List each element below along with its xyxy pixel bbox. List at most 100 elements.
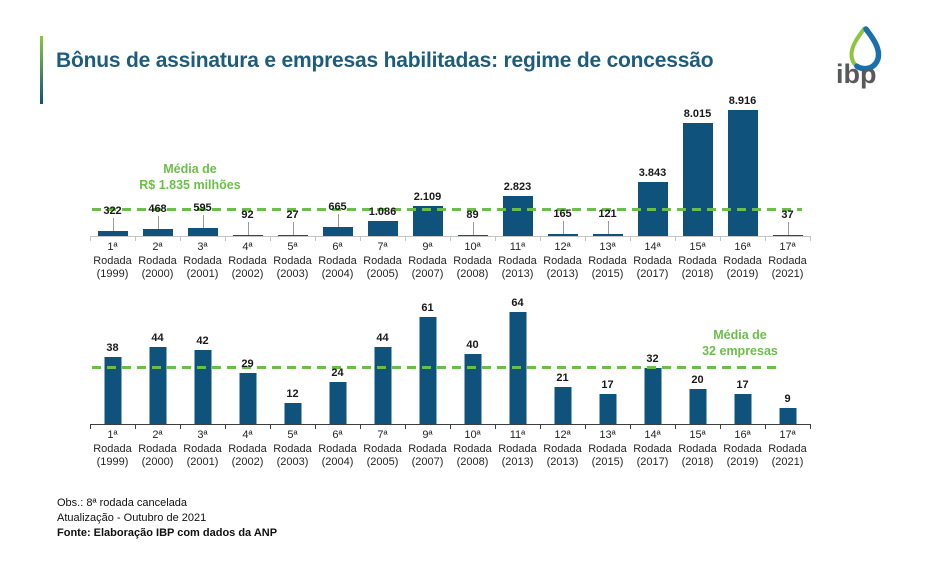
- axis-category-line: Rodada: [138, 254, 177, 267]
- axis-category-label: 15ª Rodada (2018): [675, 241, 720, 282]
- axis-category-line: 14ª: [644, 241, 661, 253]
- axis-category-line: Rodada: [183, 442, 222, 455]
- axis-category-line: 12ª: [554, 429, 571, 441]
- bar: [232, 235, 263, 236]
- bar: [412, 206, 443, 236]
- label-callout-line: [562, 221, 564, 234]
- axis-category-line: Rodada: [93, 442, 132, 455]
- axis-category-line: (2013): [546, 456, 579, 468]
- axis-category-line: (2003): [276, 268, 309, 280]
- axis-category-label: 3ª Rodada (2001): [180, 241, 225, 282]
- bar: [142, 229, 173, 236]
- axis-category-line: (2013): [501, 456, 534, 468]
- axis-category-line: (2002): [231, 456, 264, 468]
- bar-cell: 121: [585, 96, 630, 236]
- bar: [419, 317, 436, 424]
- bar: [284, 403, 301, 424]
- axis-category-line: Rodada: [93, 254, 132, 267]
- axis-category-line: (2013): [546, 268, 579, 280]
- axis-category-line: 5ª: [287, 429, 298, 441]
- footer-notes: Obs.: 8ª rodada cancelada Atualização - …: [57, 496, 277, 541]
- axis-category-line: 11ª: [509, 429, 526, 441]
- bar: [194, 350, 211, 424]
- axis-category-line: 9ª: [422, 429, 433, 441]
- axis-category-line: (2019): [726, 268, 759, 280]
- axis-category-line: 16ª: [734, 241, 751, 253]
- axis-category-label: 14ª Rodada (2017): [630, 429, 675, 470]
- chart-companies-axis: 1ª Rodada (1999) 2ª Rodada (2000) 3ª Rodada (200…: [90, 429, 811, 470]
- axis-category-line: (2000): [141, 268, 174, 280]
- bar-cell: 165: [540, 96, 585, 236]
- axis-category-label: 7ª Rodada (2005): [360, 429, 405, 470]
- axis-category-line: 4ª: [242, 429, 253, 441]
- chart-signature-bonus-plot: 322 468 595 92 27 665 1.086 2.109 89 2.823 165 121 3…: [90, 95, 811, 241]
- axis-category-line: 6ª: [332, 241, 343, 253]
- bar: [322, 227, 353, 236]
- axis-category-label: 1ª Rodada (1999): [90, 429, 135, 470]
- axis-category-line: (2018): [681, 456, 714, 468]
- bar-cell: 2.823: [495, 96, 540, 236]
- axis-category-line: 6ª: [332, 429, 343, 441]
- value-label: 61: [421, 302, 434, 314]
- axis-category-line: Rodada: [138, 442, 177, 455]
- bar-cell: 3.843: [630, 96, 675, 236]
- mean-annotation-line: 32 empresas: [702, 344, 778, 358]
- value-label: 9: [784, 393, 791, 405]
- axis-category-label: 10ª Rodada (2008): [450, 241, 495, 282]
- bar-cell: 61: [405, 300, 450, 424]
- chart-companies-plot: 38 44 42 29 12 24 44 61 40 64 21 17 32 20 17 9: [90, 297, 811, 429]
- bar-cell: 37: [765, 96, 810, 236]
- bar: [329, 382, 346, 424]
- bar-cell: 29: [225, 300, 270, 424]
- ibp-logo-text: ibp: [836, 59, 877, 89]
- axis-category-line: (2013): [501, 268, 534, 280]
- axis-category-line: Rodada: [453, 442, 492, 455]
- axis-category-line: 1ª: [107, 429, 118, 441]
- axis-category-line: Rodada: [768, 254, 807, 267]
- axis-category-line: Rodada: [318, 442, 357, 455]
- axis-category-line: (2007): [411, 268, 444, 280]
- axis-category-line: Rodada: [543, 442, 582, 455]
- axis-category-label: 16ª Rodada (2019): [720, 429, 765, 470]
- value-label: 1.086: [368, 206, 397, 218]
- bar: [592, 234, 623, 236]
- axis-category-line: (2015): [591, 268, 624, 280]
- value-label: 322: [103, 205, 122, 217]
- bar: [277, 235, 308, 236]
- value-label: 20: [691, 374, 704, 386]
- axis-category-line: 15ª: [689, 241, 706, 253]
- value-label: 32: [646, 353, 659, 365]
- label-callout-line: [787, 222, 789, 235]
- value-label: 17: [736, 379, 749, 391]
- axis-category-line: (2007): [411, 456, 444, 468]
- value-label: 29: [241, 358, 254, 370]
- bar-cell: 468: [135, 96, 180, 236]
- axis-category-label: 10ª Rodada (2008): [450, 429, 495, 470]
- value-label: 12: [286, 388, 299, 400]
- bar-cell: 17: [585, 300, 630, 424]
- axis-category-line: (2017): [636, 456, 669, 468]
- axis-category-label: 1ª Rodada (1999): [90, 241, 135, 282]
- value-label: 24: [331, 367, 344, 379]
- axis-category-line: Rodada: [408, 442, 447, 455]
- bar: [239, 373, 256, 424]
- axis-category-line: (2015): [591, 456, 624, 468]
- value-label: 17: [601, 379, 614, 391]
- axis-category-line: (2017): [636, 268, 669, 280]
- axis-category-label: 2ª Rodada (2000): [135, 241, 180, 282]
- mean-annotation-line: Média de: [713, 328, 767, 342]
- axis-category-line: Rodada: [498, 442, 537, 455]
- bar-cell: 44: [135, 300, 180, 424]
- axis-category-label: 4ª Rodada (2002): [225, 241, 270, 282]
- bar-cell: 1.086: [360, 96, 405, 236]
- mean-annotation-line: R$ 1.835 milhões: [139, 178, 241, 192]
- bar-cell: 92: [225, 96, 270, 236]
- bar-cell: 8.015: [675, 96, 720, 236]
- axis-category-line: 10ª: [464, 241, 481, 253]
- axis-category-line: Rodada: [633, 254, 672, 267]
- bar-cell: 2.109: [405, 96, 450, 236]
- axis-category-label: 9ª Rodada (2007): [405, 429, 450, 470]
- bar: [547, 234, 578, 236]
- axis-category-label: 13ª Rodada (2015): [585, 429, 630, 470]
- axis-category-line: 9ª: [422, 241, 433, 253]
